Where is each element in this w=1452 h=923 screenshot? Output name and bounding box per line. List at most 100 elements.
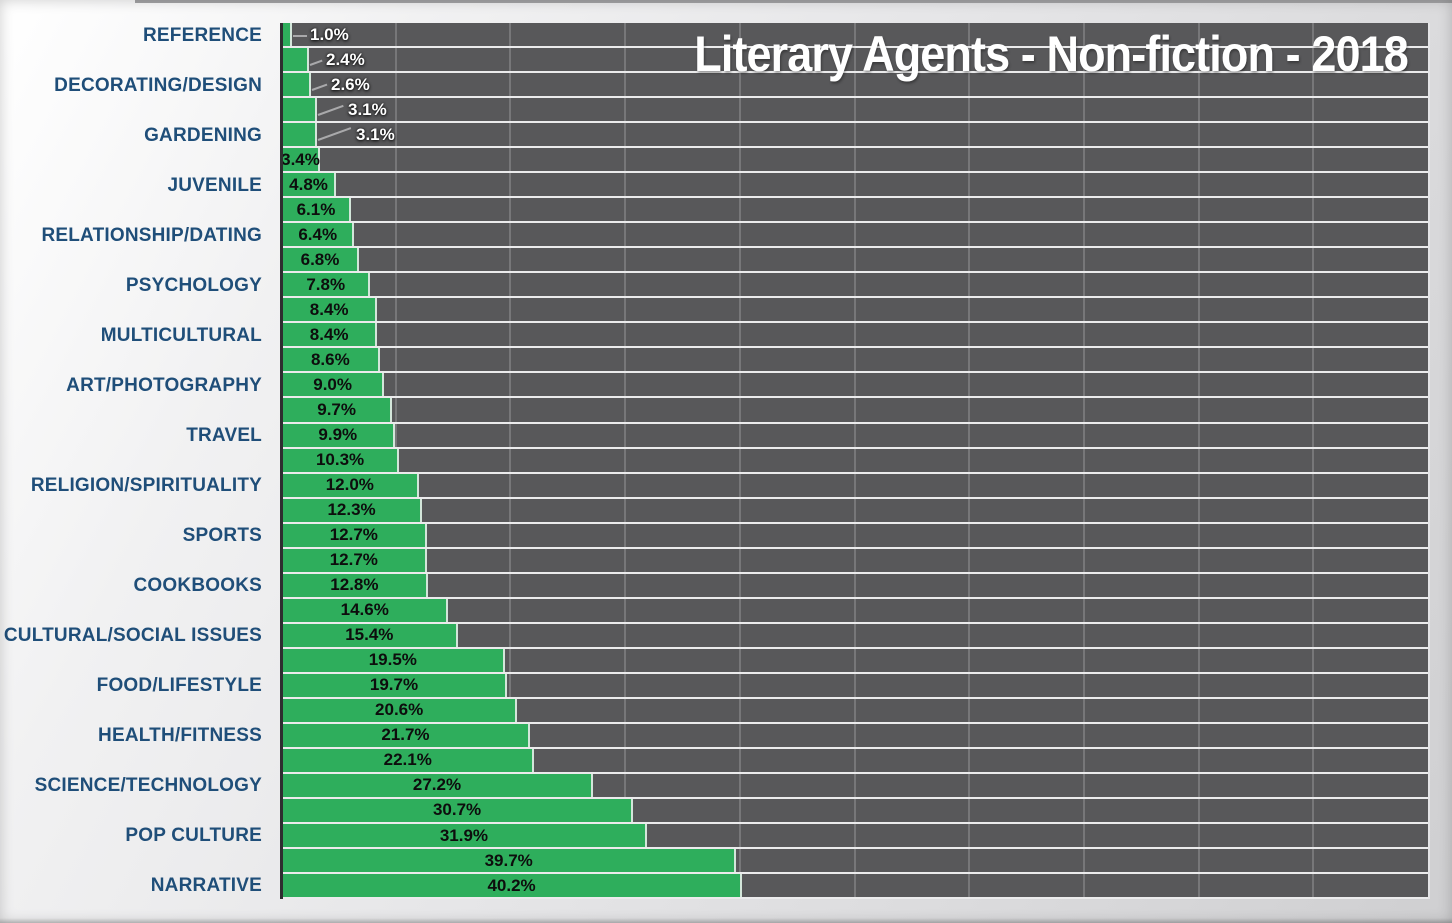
- category-label: RELATIONSHIP/DATING: [41, 224, 262, 246]
- bar-row: 9.7%: [281, 398, 1428, 424]
- bar-value-label: 8.4%: [309, 299, 349, 319]
- category-label: ART/PHOTOGRAPHY: [66, 374, 262, 396]
- category-label: DECORATING/DESIGN: [54, 74, 262, 96]
- gridline-80pct: [1197, 23, 1200, 899]
- bar: [281, 548, 427, 572]
- bar: [281, 448, 400, 472]
- bar-value-label: 2.6%: [331, 74, 370, 94]
- bar-row: [281, 73, 1428, 99]
- bar-row: 31.9%: [281, 824, 1428, 850]
- bar-value-label: 19.5%: [368, 650, 417, 670]
- bar-value-label: 30.7%: [432, 800, 482, 820]
- category-label: FOOD/LIFESTYLE: [96, 675, 262, 697]
- bar: [281, 798, 634, 822]
- bar-value-label: 8.6%: [310, 349, 350, 369]
- bar: [281, 423, 395, 447]
- bar: [281, 598, 449, 622]
- bar: [281, 473, 419, 497]
- category-label: REFERENCE: [143, 24, 262, 46]
- bar-row: 12.7%: [281, 548, 1428, 574]
- bar-row: 40.2%: [281, 874, 1428, 900]
- bar-row: 3.4%: [281, 148, 1428, 174]
- bar-row: 19.5%: [281, 648, 1428, 674]
- category-axis: REFERENCE DECORATING/DESIGN GARDENING JUVEN…: [0, 23, 262, 899]
- bar-row: 21.7%: [281, 723, 1428, 749]
- bar: [281, 73, 311, 97]
- gridline-60pct: [968, 23, 971, 899]
- category-label: SCIENCE/TECHNOLOGY: [34, 775, 262, 797]
- bar-value-label: 12.0%: [325, 475, 374, 495]
- bar-value-label: 1.0%: [310, 24, 349, 44]
- gridline-20pct: [509, 23, 512, 899]
- category-label: RELIGION/SPIRITUALITY: [30, 475, 262, 496]
- bar-value-label: 6.4%: [298, 224, 338, 244]
- bar-row: 19.7%: [281, 673, 1428, 699]
- category-label: PSYCHOLOGY: [125, 274, 262, 296]
- bar-value-label: 12.8%: [330, 575, 379, 595]
- bar-value-label: 27.2%: [412, 775, 462, 795]
- bar: [281, 198, 351, 222]
- bar-row: 22.1%: [281, 748, 1428, 774]
- gridline-90pct: [1312, 23, 1315, 899]
- bar-value-label: 20.6%: [375, 700, 424, 720]
- frame-bottom-edge: [0, 918, 1452, 923]
- bar: [281, 398, 393, 422]
- category-label: SPORTS: [182, 525, 262, 547]
- bar-row: 12.0%: [281, 473, 1428, 499]
- bar-row: 9.9%: [281, 423, 1428, 449]
- bar: [281, 498, 423, 522]
- bar-row: 15.4%: [281, 623, 1428, 649]
- bar-value-label: 12.7%: [329, 525, 378, 545]
- bar: [281, 824, 647, 848]
- bar: [281, 849, 737, 873]
- bar-value-label: 12.3%: [327, 500, 376, 520]
- bar: [281, 123, 317, 147]
- bar-value-label: 7.8%: [306, 274, 346, 294]
- bar: [281, 273, 371, 297]
- bar-row: 14.6%: [281, 598, 1428, 624]
- bar-value-label: 10.3%: [315, 450, 365, 470]
- bar-row: 20.6%: [281, 698, 1428, 724]
- bar-value-label: 3.4%: [281, 149, 320, 169]
- bar-value-label: 2.4%: [326, 49, 365, 69]
- bar: [281, 248, 359, 272]
- bar: [281, 748, 535, 772]
- gridline-30pct: [624, 23, 627, 899]
- category-label: HEALTH/FITNESS: [98, 725, 262, 747]
- bar: [281, 698, 518, 722]
- bar: [281, 98, 317, 122]
- bar-rows: 3.4% 4.8% 6.1% 6.4% 6.8% 7.8% 8.4% 8.4% 8.6% 9.0%…: [281, 23, 1428, 900]
- bar-row: 27.2%: [281, 773, 1428, 799]
- bar-value-label: 6.1%: [296, 199, 336, 219]
- bar-value-label: 3.1%: [356, 124, 395, 144]
- bar-value-label: 19.7%: [369, 675, 419, 695]
- bar: [281, 723, 530, 747]
- bar-value-label: 9.9%: [318, 425, 358, 445]
- bar-value-label: 4.8%: [289, 174, 328, 194]
- bar: [281, 773, 593, 797]
- bar-row: 6.4%: [281, 223, 1428, 249]
- bar-row: 10.3%: [281, 448, 1428, 474]
- bar-row: 8.4%: [281, 298, 1428, 324]
- bar-value-label: 40.2%: [487, 875, 536, 895]
- bar-value-label: 14.6%: [340, 600, 389, 620]
- category-label: POP CULTURE: [125, 825, 262, 847]
- chart-title: Literary Agents - Non-fiction - 2018: [694, 26, 1408, 82]
- bar: [281, 223, 355, 247]
- bar-row: [281, 123, 1428, 149]
- bar-value-label: 6.8%: [300, 249, 340, 269]
- gridline-70pct: [1082, 23, 1085, 899]
- bar-value-label: 21.7%: [381, 725, 430, 745]
- bar-value-label: 15.4%: [345, 625, 394, 645]
- bar-value-label: 12.7%: [329, 550, 378, 570]
- bar: [281, 173, 337, 197]
- bar-row: 9.0%: [281, 373, 1428, 399]
- category-label: GARDENING: [144, 124, 262, 146]
- bar: [281, 573, 428, 597]
- bar-row: 8.6%: [281, 348, 1428, 374]
- window-edge-strip: [135, 0, 1452, 3]
- gridline-50pct: [853, 23, 856, 899]
- bar-row: 39.7%: [281, 849, 1428, 875]
- bar: [281, 348, 380, 372]
- bar-row: 6.1%: [281, 198, 1428, 224]
